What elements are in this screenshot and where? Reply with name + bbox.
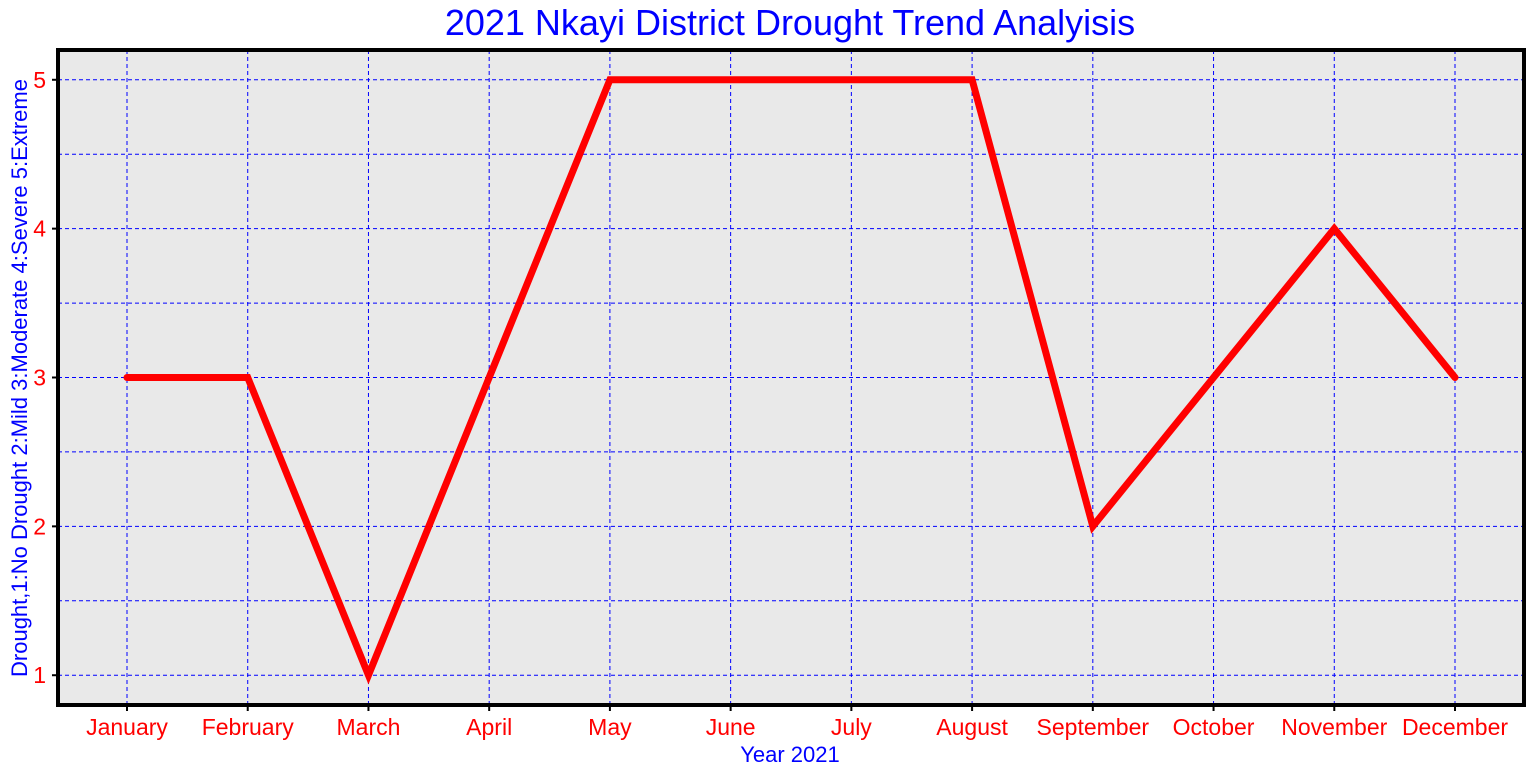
series-line — [123, 76, 1459, 685]
x-tick-label: June — [706, 714, 756, 740]
x-tick-label: February — [202, 714, 295, 740]
x-tick-label: November — [1281, 714, 1387, 740]
x-tick-label: April — [466, 714, 512, 740]
data-point — [606, 76, 613, 83]
tick-labels: 1 2 3 4 5 January February March April May June Jul… — [33, 67, 1508, 740]
data-point — [486, 374, 493, 381]
x-tick-label: October — [1173, 714, 1255, 740]
x-axis-label: Year 2021 — [740, 742, 840, 767]
x-tick-label: August — [936, 714, 1008, 740]
data-point — [1089, 523, 1096, 530]
data-point — [848, 76, 855, 83]
y-tick-label: 2 — [33, 513, 46, 539]
x-tick-label: July — [831, 714, 872, 740]
x-tick-label: January — [86, 714, 168, 740]
data-point — [727, 76, 734, 83]
y-tick-label: 1 — [33, 662, 46, 688]
series-line-layer — [123, 76, 1459, 685]
x-tick-label: May — [588, 714, 632, 740]
x-tick-label: September — [1037, 714, 1150, 740]
x-tick-label: March — [337, 714, 401, 740]
data-point — [365, 672, 372, 679]
data-point — [1331, 225, 1338, 232]
y-tick-label: 3 — [33, 365, 46, 391]
data-point — [244, 374, 251, 381]
data-point — [1210, 374, 1217, 381]
y-tick-label: 5 — [33, 67, 46, 93]
data-point — [969, 76, 976, 83]
y-axis-label: Drought,1:No Drought 2:Mild 3:Moderate 4… — [7, 79, 32, 677]
y-tick-label: 4 — [33, 216, 46, 242]
grid-lines — [58, 50, 1524, 705]
chart-title: 2021 Nkayi District Drought Trend Analyi… — [445, 2, 1135, 43]
data-point — [1452, 374, 1458, 381]
data-point — [124, 374, 130, 381]
x-tick-label: December — [1402, 714, 1508, 740]
